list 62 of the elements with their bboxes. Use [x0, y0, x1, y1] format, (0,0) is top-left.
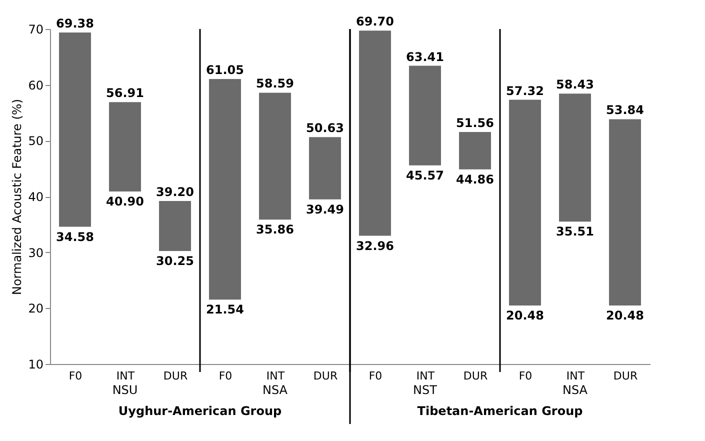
bar [559, 94, 591, 222]
bar [359, 30, 391, 236]
x-tick-label: DUR [613, 370, 638, 382]
text: NSA [262, 383, 288, 397]
bar [209, 78, 241, 300]
data-label: 69.70 [356, 14, 394, 29]
x-tick-label: INT [416, 370, 435, 382]
annotation: 35.86 [256, 222, 294, 237]
x-tick-label: DUR [313, 370, 338, 382]
data-label: 53.84 [606, 103, 644, 118]
x-tick-label: INT [566, 370, 585, 382]
data-label: 58.59 [256, 76, 294, 91]
bar [109, 102, 141, 192]
y-tick-label: 20 [28, 302, 44, 316]
bar [459, 132, 491, 170]
data-label: 50.63 [306, 121, 344, 136]
bar [509, 100, 541, 306]
x-tick-label: F0 [518, 370, 532, 382]
annotation: 30.25 [156, 254, 194, 268]
y-tick-label: 10 [28, 358, 44, 372]
x-tick-label: F0 [218, 370, 232, 382]
bar [609, 119, 641, 306]
y-axis-title: Normalized Acoustic Feature (%) [10, 98, 24, 296]
annotation: 20.48 [506, 308, 544, 322]
bar [159, 200, 191, 251]
x-tick-label: DUR [163, 370, 188, 382]
data-label: 69.38 [56, 16, 94, 30]
bar [59, 32, 91, 227]
y-tick-label: 70 [28, 22, 44, 36]
y-tick-label: 30 [28, 246, 44, 260]
x-tick-label: INT [116, 370, 135, 382]
x-tick-label: F0 [68, 370, 82, 382]
text: NST [413, 383, 438, 397]
annotation: 44.86 [456, 172, 494, 186]
y-tick-label: 60 [28, 78, 44, 92]
x-tick-label: INT [266, 370, 285, 382]
x-tick-label: DUR [463, 370, 488, 382]
annotation: 32.96 [356, 238, 394, 253]
annotation: 35.51 [556, 224, 594, 239]
annotation: 21.54 [206, 302, 244, 317]
annotation: 39.49 [306, 202, 344, 216]
data-label: 56.91 [106, 86, 144, 100]
y-tick-label: 50 [28, 134, 44, 148]
data-label: 51.56 [456, 116, 494, 130]
annotation: 45.57 [406, 168, 444, 182]
text: NSA [562, 383, 588, 397]
data-label: 57.32 [506, 84, 544, 98]
y-tick-label: 40 [28, 190, 44, 204]
data-label: 63.41 [406, 50, 444, 64]
text: NSU [112, 383, 138, 397]
annotation: 20.48 [606, 308, 644, 322]
bar [409, 66, 441, 166]
bar [259, 92, 291, 220]
annotation: 40.90 [106, 194, 144, 208]
x-tick-label: F0 [368, 370, 382, 382]
text: Tibetan-American Group [417, 404, 584, 418]
data-label: 39.20 [156, 184, 194, 199]
annotation: 34.58 [56, 230, 94, 244]
text: Uyghur-American Group [118, 404, 282, 418]
data-label: 61.05 [206, 62, 244, 77]
bar [309, 137, 341, 200]
data-label: 58.43 [556, 78, 594, 92]
